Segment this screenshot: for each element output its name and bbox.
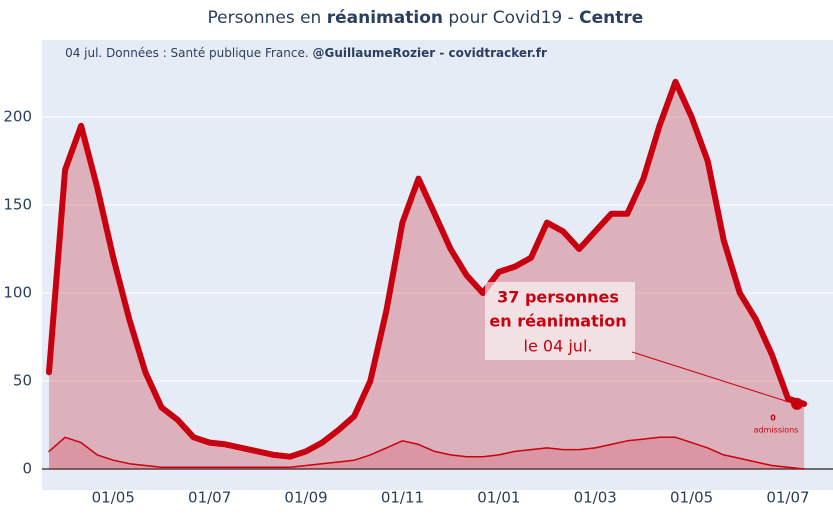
annotation-arrow — [631, 351, 796, 405]
y-tick-label: 50 — [13, 372, 32, 390]
x-tick-label: 01/05 — [670, 489, 713, 507]
title-part: Personnes en — [207, 8, 326, 28]
annotation-box — [485, 282, 635, 360]
title-part: réanimation — [327, 8, 443, 28]
line — [48, 436, 805, 470]
end-dot — [791, 397, 804, 410]
x-tick-label: 01/01 — [477, 489, 520, 507]
y-tick-label: 200 — [3, 108, 32, 126]
x-tick-label: 01/11 — [381, 489, 424, 507]
annotation-line: en réanimation — [489, 312, 626, 331]
admissions-label: admissions — [754, 426, 799, 435]
y-tick-label: 100 — [3, 284, 32, 302]
area — [49, 81, 805, 470]
x-tick-label: 01/07 — [188, 489, 231, 507]
admissions-value: 0 — [770, 414, 776, 423]
area — [49, 437, 805, 469]
line — [46, 78, 808, 460]
subtitle-part: @GuillaumeRozier - covidtracker.fr — [312, 46, 547, 60]
chart-title: Personnes en réanimation pour Covid19 - … — [180, 8, 659, 28]
x-tick-label: 01/07 — [766, 489, 809, 507]
annotation-line: le 04 jul. — [524, 337, 593, 356]
x-tick-label: 01/05 — [92, 489, 135, 507]
x-tick-label: 01/09 — [284, 489, 327, 507]
subtitle: 04 jul. Données : Santé publique France.… — [46, 46, 558, 60]
title-part: Centre — [579, 8, 643, 28]
annotation-line: 37 personnes — [497, 288, 619, 307]
y-tick-label: 150 — [3, 196, 32, 214]
x-tick-label: 01/03 — [574, 489, 617, 507]
subtitle-part: 04 jul. Données : Santé publique France. — [65, 46, 312, 60]
title-part: pour Covid19 - — [443, 8, 579, 28]
y-tick-label: 0 — [22, 460, 32, 478]
